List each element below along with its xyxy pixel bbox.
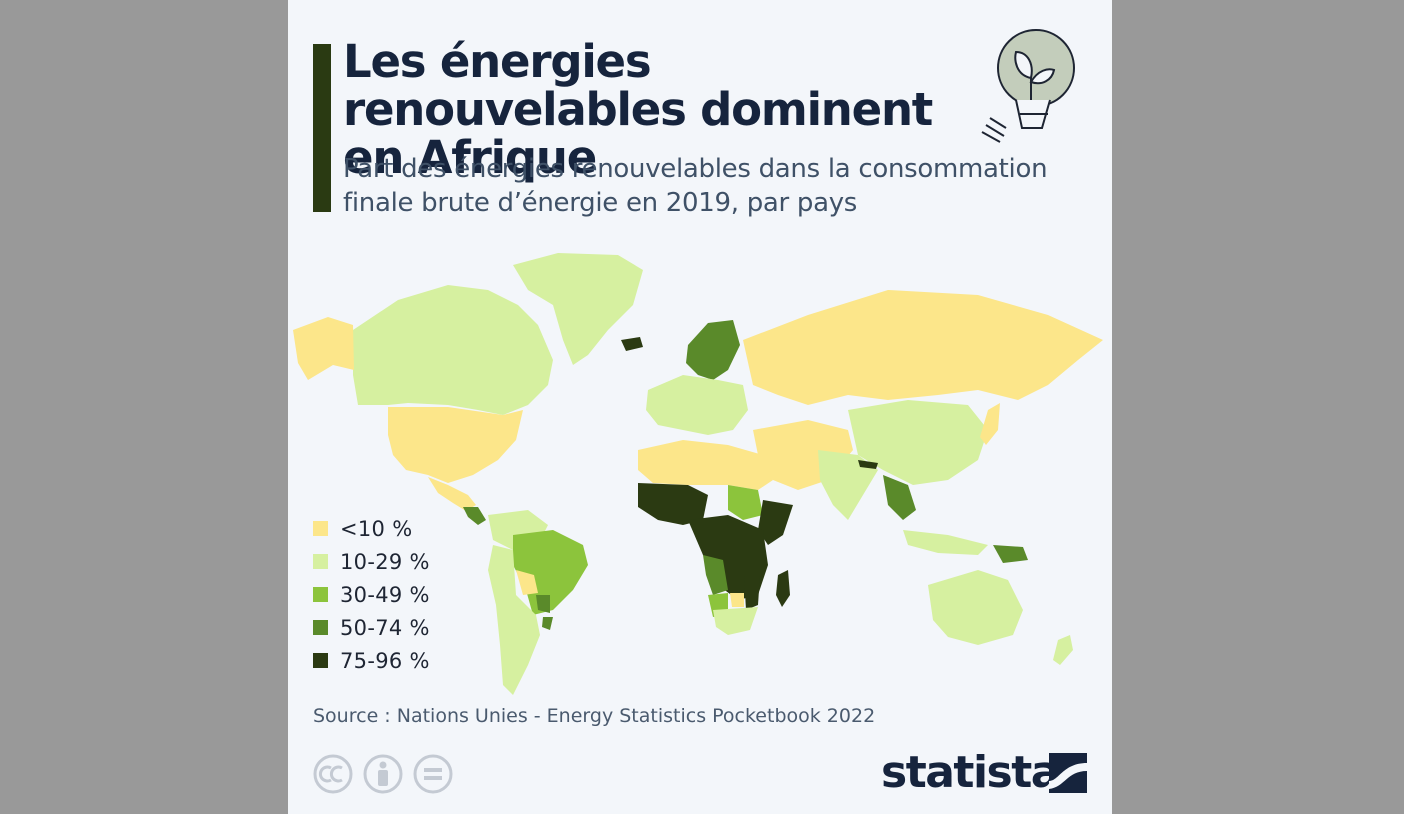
- legend-swatch-10-29: [313, 554, 328, 569]
- region-australia: [928, 570, 1023, 645]
- legend-swatch-75-96: [313, 653, 328, 668]
- chart-subtitle: Part des énergies renouvelables dans la …: [343, 154, 1048, 218]
- legend-label: <10 %: [340, 516, 413, 541]
- region-paraguay: [536, 595, 550, 613]
- world-map: [293, 253, 1103, 695]
- legend-item: 30-49 %: [313, 578, 430, 611]
- infographic-card: Les énergies renouvelables dominent en A…: [288, 0, 1112, 814]
- legend-swatch-50-74: [313, 620, 328, 635]
- title-accent-bar: [313, 44, 331, 212]
- region-west-africa: [638, 483, 708, 525]
- region-botswana: [730, 593, 744, 607]
- statista-logo-icon: [1049, 753, 1087, 793]
- region-madagascar: [776, 570, 790, 607]
- legend-label: 10-29 %: [340, 549, 430, 574]
- statista-brand: statista: [881, 745, 1091, 801]
- legend-label: 50-74 %: [340, 615, 430, 640]
- legend-label: 30-49 %: [340, 582, 430, 607]
- by-icon: [363, 754, 403, 794]
- brand-name: statista: [881, 747, 1060, 798]
- source-note: Source : Nations Unies - Energy Statisti…: [313, 705, 876, 727]
- nd-icon: [413, 754, 453, 794]
- region-mexico: [428, 477, 476, 511]
- region-alaska: [293, 317, 354, 380]
- license-icons: [313, 754, 453, 794]
- region-southeast-asia: [883, 475, 916, 520]
- legend-item: 75-96 %: [313, 644, 430, 677]
- region-south-africa: [713, 607, 758, 635]
- legend-item: 10-29 %: [313, 545, 430, 578]
- region-mozambique: [744, 575, 760, 610]
- region-europe: [646, 375, 748, 435]
- legend-item: 50-74 %: [313, 611, 430, 644]
- region-horn-africa: [758, 500, 793, 545]
- chart-title: Les énergies renouvelables dominent en A…: [343, 35, 933, 184]
- region-north-africa: [638, 440, 773, 490]
- region-bolivia: [516, 570, 538, 595]
- region-japan: [980, 403, 1000, 445]
- legend-label: 75-96 %: [340, 648, 430, 673]
- region-sudan: [728, 485, 763, 520]
- region-nepal: [858, 460, 878, 469]
- region-canada: [353, 285, 553, 415]
- region-angola: [703, 555, 728, 595]
- legend-swatch-lt10: [313, 521, 328, 536]
- region-usa: [388, 407, 523, 483]
- region-uruguay: [542, 617, 553, 630]
- legend-item: <10 %: [313, 512, 430, 545]
- region-russia: [743, 290, 1103, 405]
- region-greenland: [513, 253, 643, 365]
- region-southern-cone: [488, 545, 540, 695]
- map-legend: <10 % 10-29 % 30-49 % 50-74 % 75-96 %: [313, 512, 430, 677]
- region-new-zealand: [1053, 635, 1073, 665]
- lightbulb-leaf-icon: [981, 29, 1075, 143]
- region-iceland: [621, 337, 643, 351]
- region-scandinavia: [686, 320, 740, 380]
- region-china: [848, 400, 988, 485]
- region-papua: [993, 545, 1028, 563]
- region-indonesia: [903, 530, 988, 555]
- legend-swatch-30-49: [313, 587, 328, 602]
- region-central-america: [463, 507, 486, 525]
- cc-icon: [313, 754, 353, 794]
- region-india: [818, 450, 878, 520]
